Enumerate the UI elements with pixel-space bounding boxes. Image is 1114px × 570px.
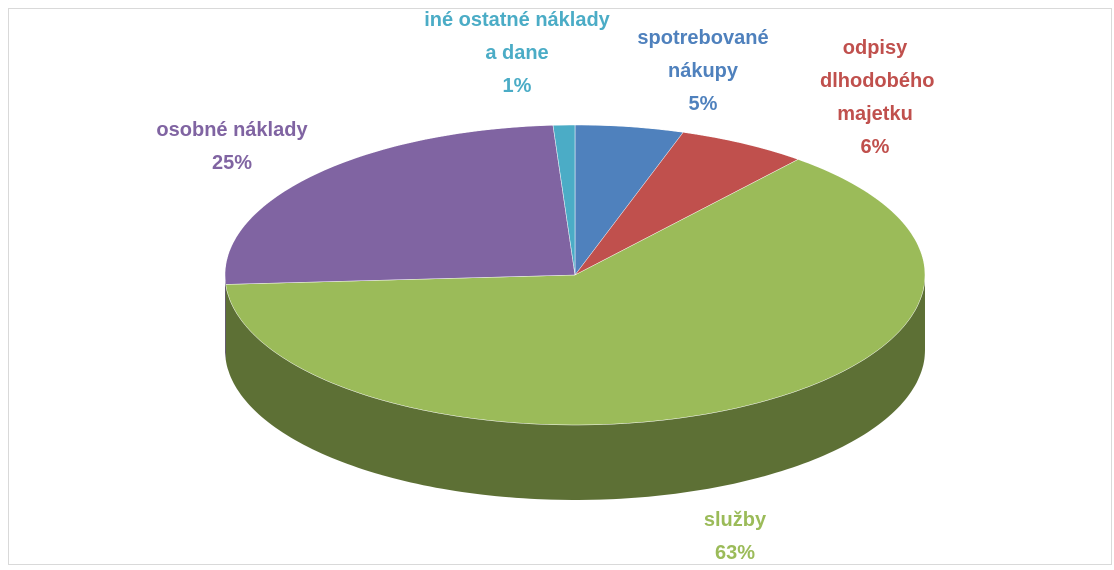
slice [574, 132, 799, 276]
category-label: spotrebované nákupy [637, 27, 769, 82]
pie-sides [225, 275, 925, 500]
category-label: osobné náklady [156, 119, 308, 141]
data-label: spotrebované nákupy 5% [628, 22, 778, 121]
value-label: 6% [860, 136, 890, 158]
category-label: odpisy dlhodobého majetku [820, 37, 935, 125]
data-label: služby 63% [675, 504, 795, 570]
slice-side [225, 275, 925, 500]
data-label: odpisy dlhodobého majetku 6% [820, 32, 935, 164]
data-label: osobné náklady 25% [102, 114, 362, 180]
category-label: iné ostatné náklady a dane [424, 9, 610, 64]
slice [224, 125, 576, 285]
slice [574, 124, 684, 276]
slice [225, 159, 926, 426]
chart-frame [8, 8, 1112, 565]
value-label: 25% [211, 152, 253, 174]
value-label: 5% [688, 93, 718, 115]
slice-side [225, 275, 226, 360]
value-label: 1% [502, 75, 532, 97]
slice [552, 124, 576, 276]
category-label: služby [703, 509, 767, 531]
data-label: iné ostatné náklady a dane 1% [422, 4, 612, 103]
value-label: 63% [714, 542, 756, 564]
pie-tops [224, 124, 926, 426]
